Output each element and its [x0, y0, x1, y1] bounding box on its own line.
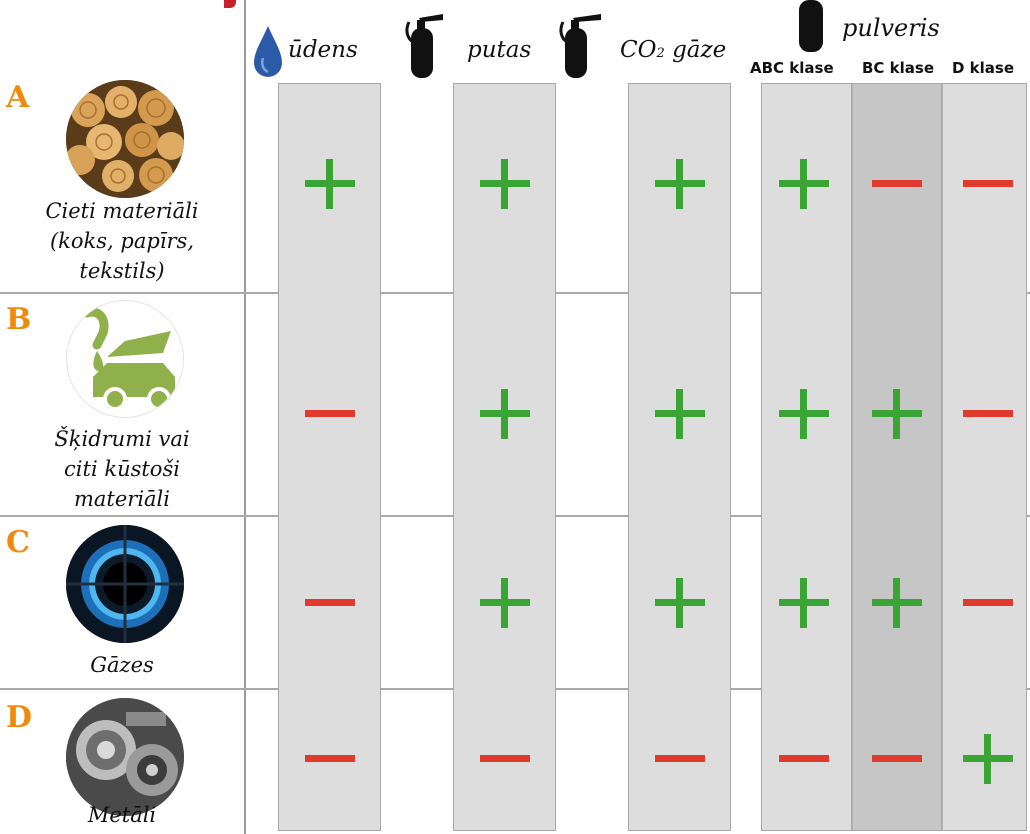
gas-burner-flame-icon — [66, 525, 184, 643]
plus-mark-bc — [872, 389, 922, 439]
header-foam: putas — [467, 37, 532, 63]
plus-mark-co2 — [655, 159, 705, 209]
bc-class-highlight — [852, 84, 943, 830]
class-letter-c: C — [6, 525, 30, 560]
minus-mark-d — [963, 389, 1013, 439]
header-d-class: D klase — [952, 59, 1015, 77]
fire-extinguisher-icon — [799, 0, 823, 52]
powder-subdivider — [941, 84, 942, 830]
minus-mark-foam — [480, 734, 530, 784]
class-letter-b: B — [6, 302, 32, 337]
header-top-mark — [224, 0, 236, 8]
plus-mark-foam — [480, 159, 530, 209]
minus-mark-water — [305, 734, 355, 784]
minus-mark-water — [305, 389, 355, 439]
row-label-liquids: Šķidrumi vai citi kūstoši materiāli — [54, 427, 190, 511]
header-water: ūdens — [288, 37, 358, 63]
minus-mark-d — [963, 159, 1013, 209]
metal-gears-icon — [66, 698, 184, 816]
minus-mark-abc — [779, 734, 829, 784]
class-letter-a: A — [6, 80, 30, 115]
firewood-logs-icon — [66, 80, 184, 198]
class-letter-d: D — [6, 700, 33, 735]
plus-mark-co2 — [655, 578, 705, 628]
vertical-divider — [244, 0, 246, 834]
water-drop-icon — [254, 26, 282, 77]
plus-mark-d — [963, 734, 1013, 784]
header-co2: CO2 gāze — [620, 37, 727, 63]
minus-mark-d — [963, 578, 1013, 628]
fire-extinguisher-icon — [405, 14, 443, 78]
minus-mark-bc — [872, 734, 922, 784]
plus-mark-water — [305, 159, 355, 209]
minus-mark-bc — [872, 159, 922, 209]
plus-mark-foam — [480, 389, 530, 439]
car-fuel-icon — [66, 300, 184, 418]
row-label-gases: Gāzes — [90, 653, 154, 677]
plus-mark-abc — [779, 578, 829, 628]
plus-mark-bc — [872, 578, 922, 628]
header-powder: pulveris — [842, 14, 940, 42]
header-abc-class: ABC klase — [750, 59, 834, 77]
row-label-metals: Metāli — [87, 803, 157, 827]
plus-mark-foam — [480, 578, 530, 628]
header-bc-class: BC klase — [862, 59, 935, 77]
plus-mark-abc — [779, 159, 829, 209]
minus-mark-water — [305, 578, 355, 628]
minus-mark-co2 — [655, 734, 705, 784]
plus-mark-co2 — [655, 389, 705, 439]
fire-extinguisher-icon — [559, 14, 601, 78]
powder-subdivider — [851, 84, 852, 830]
plus-mark-abc — [779, 389, 829, 439]
row-label-solids: Cieti materiāli (koks, papīrs, tekstils) — [45, 199, 199, 283]
